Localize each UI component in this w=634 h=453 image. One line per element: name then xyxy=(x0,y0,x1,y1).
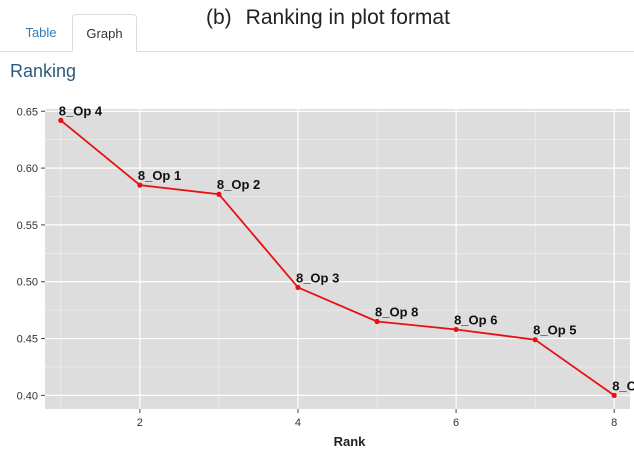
data-label: 8_Op 4 xyxy=(59,103,103,118)
data-point xyxy=(295,284,301,291)
data-label: 8_Op 2 xyxy=(217,177,260,192)
x-tick-label: 8 xyxy=(611,417,617,429)
y-tick-label: 0.45 xyxy=(17,334,38,346)
caption-label: (b) xyxy=(206,6,232,29)
y-tick-label: 0.60 xyxy=(17,163,38,175)
section-heading: Ranking xyxy=(10,61,77,81)
y-tick-label: 0.50 xyxy=(17,277,38,289)
x-tick-label: 4 xyxy=(295,417,301,429)
data-point xyxy=(137,182,143,188)
data-point xyxy=(216,191,222,197)
tab-graph[interactable]: Graph xyxy=(72,14,137,52)
y-tick-label: 0.55 xyxy=(17,220,38,232)
tab-divider xyxy=(0,51,634,52)
data-point xyxy=(453,326,459,333)
data-label: 8_Op 5 xyxy=(533,323,576,338)
tab-bar: Table Graph xyxy=(0,14,634,52)
data-point xyxy=(58,117,64,123)
x-tick-label: 6 xyxy=(453,417,459,429)
x-tick-label: 2 xyxy=(137,417,143,429)
caption-text: Ranking in plot format xyxy=(245,6,450,29)
data-label: 8_Op 1 xyxy=(138,168,181,183)
x-axis-label: Rank xyxy=(334,434,367,449)
data-label: 8_Op 7 xyxy=(612,378,634,393)
tab-table[interactable]: Table xyxy=(25,25,57,40)
series-line xyxy=(60,119,615,397)
y-tick-label: 0.40 xyxy=(17,390,38,402)
data-label: 8_Op 6 xyxy=(454,312,497,327)
y-tick-label: 0.65 xyxy=(17,106,38,118)
data-label: 8_Op 8 xyxy=(375,305,418,320)
plot-panel xyxy=(45,109,630,409)
data-label: 8_Op 3 xyxy=(296,270,339,285)
data-point xyxy=(374,318,380,325)
data-point xyxy=(611,392,617,398)
figure-caption: (b) Ranking in plot format xyxy=(206,6,450,30)
data-point xyxy=(532,337,538,343)
